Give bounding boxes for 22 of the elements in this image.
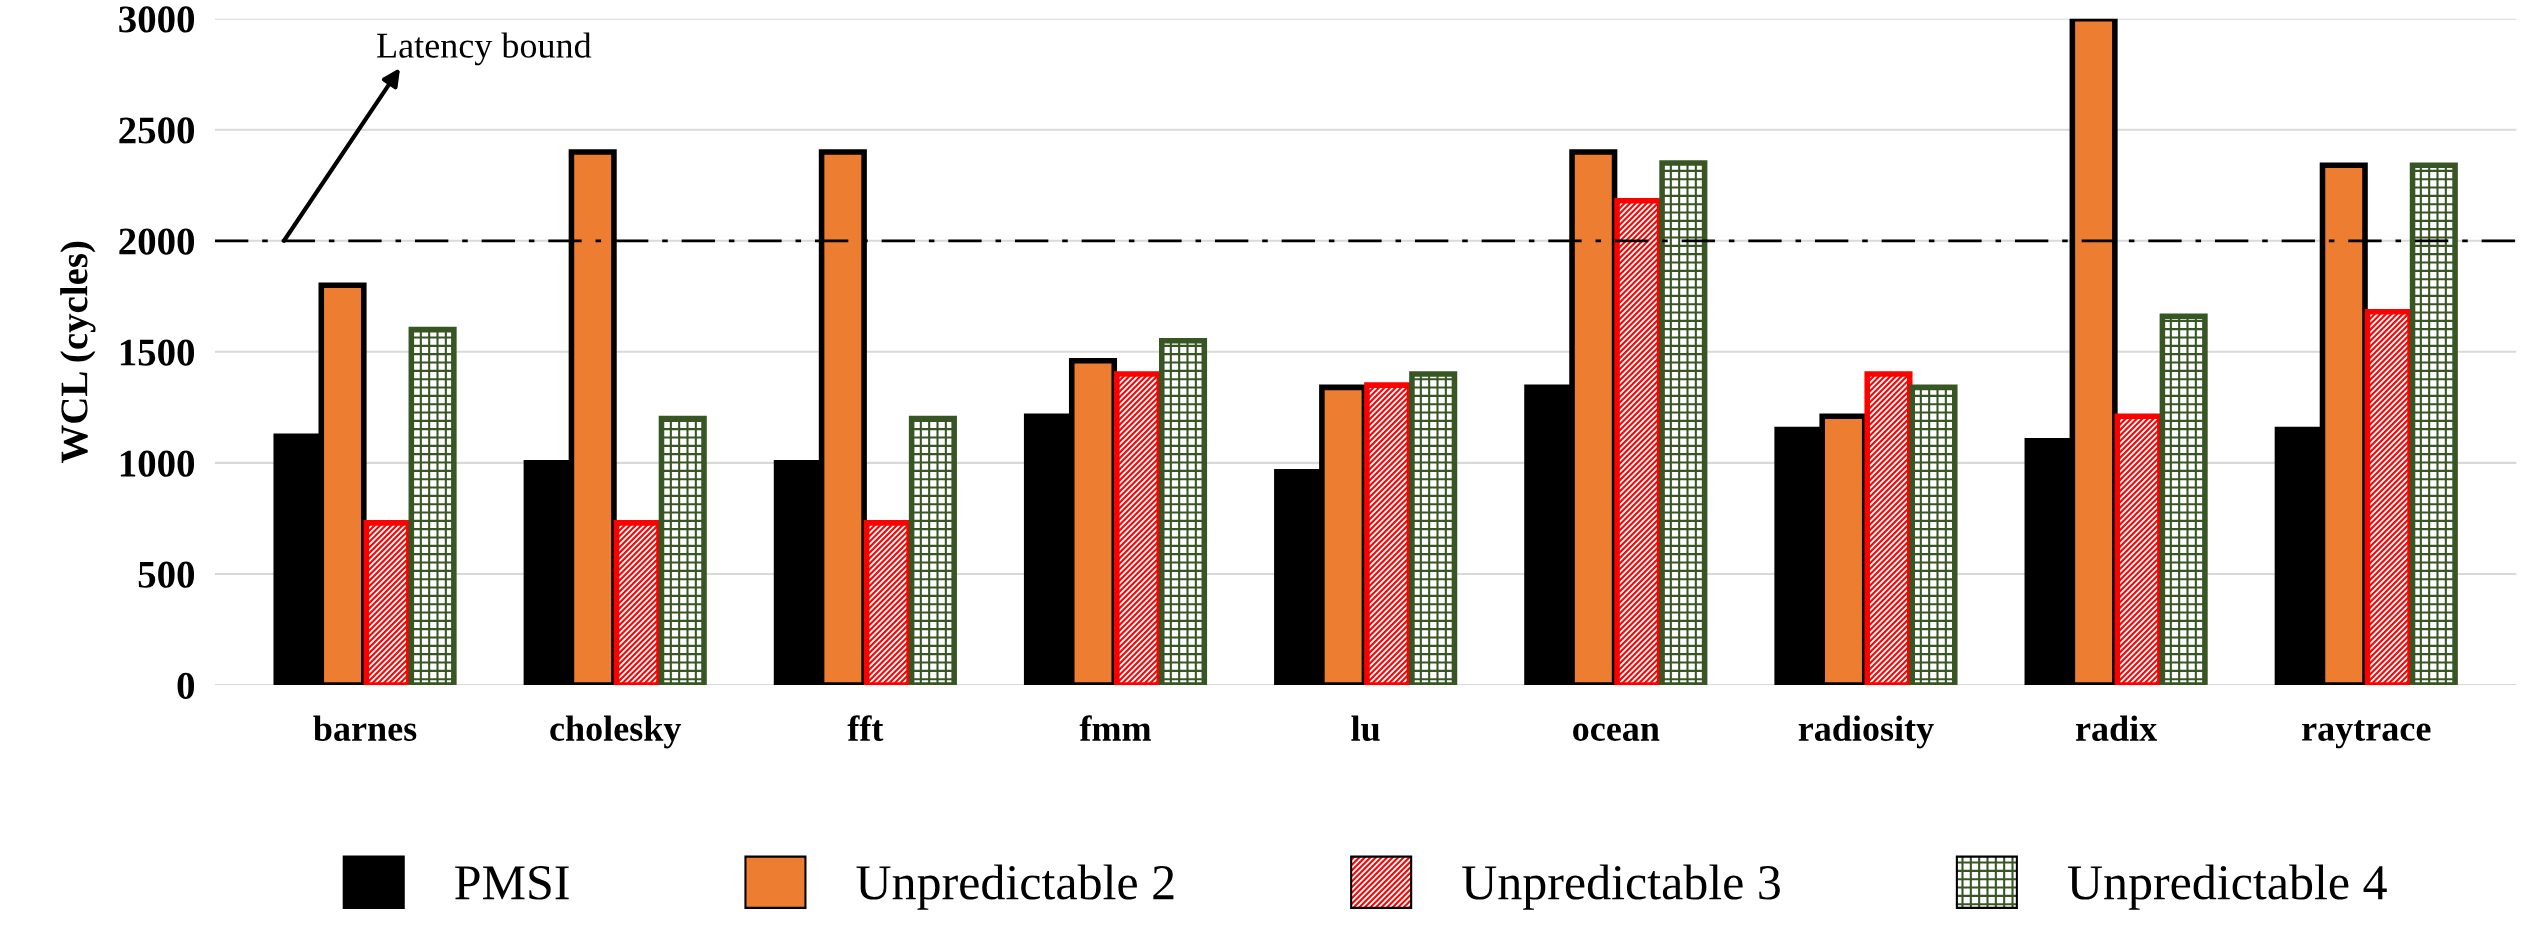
- y-tick-label: 1500: [120, 339, 195, 366]
- x-tick-label: lu: [1351, 715, 1380, 742]
- legend-label: Unpredictable 2: [856, 864, 1174, 910]
- annotation: Latency bound: [377, 32, 592, 66]
- x-tick-label: barnes: [313, 715, 417, 741]
- x-tick-label: radiosity: [1798, 715, 1934, 749]
- x-tick-label: ocean: [1573, 723, 1660, 741]
- y-tick-label: 2000: [119, 228, 195, 255]
- y-tick-label: 1000: [120, 450, 195, 477]
- y-tick-label: 500: [138, 561, 195, 588]
- x-tick-label: cholesky: [550, 715, 682, 749]
- x-tick-label: fft: [847, 715, 884, 741]
- x-tick-label: raytrace: [2302, 720, 2431, 749]
- legend-label: PMSI: [455, 866, 569, 900]
- legend-label: Unpredictable 4: [2067, 864, 2387, 910]
- y-tick-label: 2500: [119, 117, 195, 144]
- y-axis-title: WCL (cycles): [60, 241, 96, 464]
- x-tick-label: fmm: [1079, 715, 1151, 741]
- y-tick-label: 0: [177, 672, 195, 699]
- legend-label: Unpredictable 3: [1462, 864, 1780, 910]
- x-tick-label: radix: [2075, 715, 2158, 741]
- y-tick-label: 3000: [119, 6, 195, 33]
